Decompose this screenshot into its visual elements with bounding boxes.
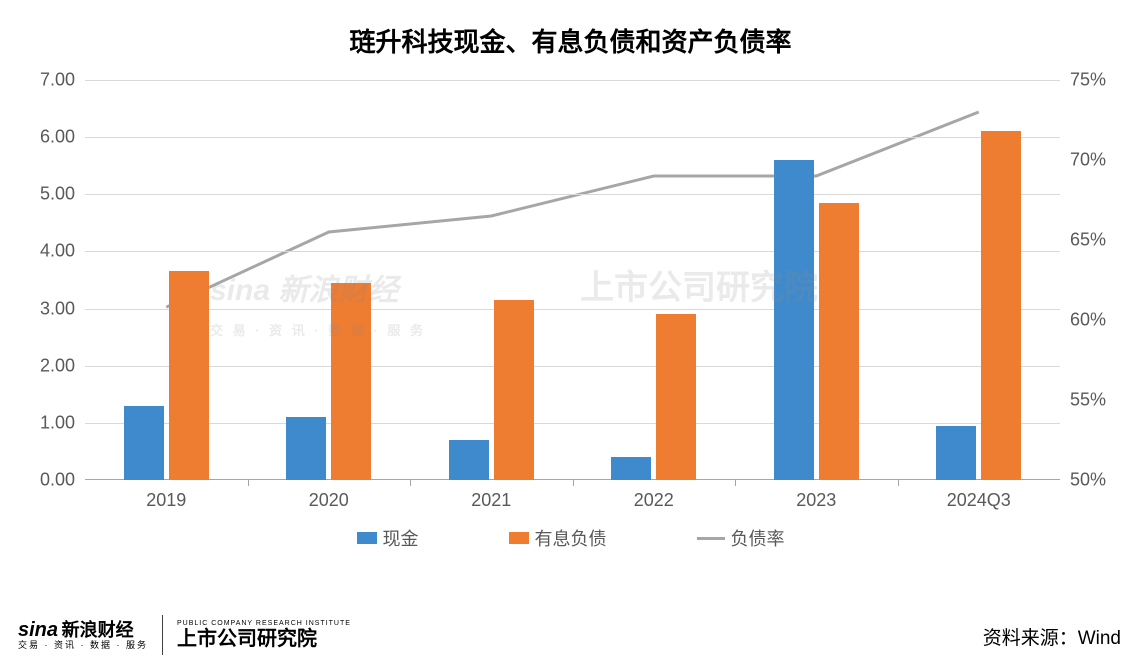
legend-swatch-cash xyxy=(357,532,377,544)
x-tick xyxy=(735,480,736,486)
gridline xyxy=(85,251,1060,252)
y1-tick-label: 7.00 xyxy=(40,70,75,91)
x-tick-label: 2019 xyxy=(146,490,186,511)
bar-cash xyxy=(774,160,814,480)
legend-label-cash: 现金 xyxy=(383,525,419,551)
bar-debt xyxy=(494,300,534,480)
legend: 现金 有息负债 负债率 xyxy=(0,525,1141,551)
x-tick-label: 2020 xyxy=(309,490,349,511)
footer: sina 新浪财经 交易 · 资讯 · 数据 · 服务 PUBLIC COMPA… xyxy=(0,600,1141,670)
legend-item-debt: 有息负债 xyxy=(509,525,607,551)
bar-cash xyxy=(286,417,326,480)
sina-logo: sina 新浪财经 交易 · 资讯 · 数据 · 服务 xyxy=(18,619,148,651)
bar-debt xyxy=(331,283,371,480)
bar-cash xyxy=(936,426,976,480)
bar-cash xyxy=(449,440,489,480)
bar-cash xyxy=(124,406,164,480)
y2-tick-label: 65% xyxy=(1070,230,1106,251)
x-tick-label: 2023 xyxy=(796,490,836,511)
legend-item-cash: 现金 xyxy=(357,525,419,551)
x-tick-label: 2021 xyxy=(471,490,511,511)
y1-tick-label: 5.00 xyxy=(40,184,75,205)
x-tick xyxy=(248,480,249,486)
x-tick xyxy=(898,480,899,486)
y2-tick-label: 50% xyxy=(1070,470,1106,491)
gridline xyxy=(85,309,1060,310)
y2-tick-label: 70% xyxy=(1070,150,1106,171)
bar-debt xyxy=(819,203,859,480)
chart-container: 琏升科技现金、有息负债和资产负债率 0.001.002.003.004.005.… xyxy=(0,0,1141,670)
legend-swatch-debt xyxy=(509,532,529,544)
legend-swatch-ratio xyxy=(697,537,725,540)
bar-cash xyxy=(611,457,651,480)
gridline xyxy=(85,194,1060,195)
plot-area: 0.001.002.003.004.005.006.007.0050%55%60… xyxy=(85,80,1060,480)
y1-tick-label: 4.00 xyxy=(40,241,75,262)
line-series-svg xyxy=(85,80,1060,480)
bar-debt xyxy=(656,314,696,480)
y1-tick-label: 2.00 xyxy=(40,355,75,376)
gridline xyxy=(85,423,1060,424)
gridline xyxy=(85,366,1060,367)
legend-label-debt: 有息负债 xyxy=(535,525,607,551)
y2-tick-label: 75% xyxy=(1070,70,1106,91)
legend-item-ratio: 负债率 xyxy=(697,525,785,551)
chart-title: 琏升科技现金、有息负债和资产负债率 xyxy=(0,22,1141,59)
institute-logo: PUBLIC COMPANY RESEARCH INSTITUTE 上市公司研究… xyxy=(177,620,351,650)
y2-tick-label: 60% xyxy=(1070,310,1106,331)
y1-tick-label: 6.00 xyxy=(40,127,75,148)
legend-label-ratio: 负债率 xyxy=(731,525,785,551)
x-tick xyxy=(573,480,574,486)
x-tick-label: 2024Q3 xyxy=(947,490,1011,511)
gridline xyxy=(85,137,1060,138)
y1-tick-label: 0.00 xyxy=(40,470,75,491)
logo-divider xyxy=(162,615,163,655)
source-label: 资料来源：Wind xyxy=(983,623,1121,650)
y1-tick-label: 3.00 xyxy=(40,298,75,319)
x-tick xyxy=(410,480,411,486)
y1-tick-label: 1.00 xyxy=(40,412,75,433)
bar-debt xyxy=(981,131,1021,480)
y2-tick-label: 55% xyxy=(1070,390,1106,411)
gridline xyxy=(85,80,1060,81)
x-tick-label: 2022 xyxy=(634,490,674,511)
bar-debt xyxy=(169,271,209,480)
logo-group: sina 新浪财经 交易 · 资讯 · 数据 · 服务 PUBLIC COMPA… xyxy=(18,615,351,655)
